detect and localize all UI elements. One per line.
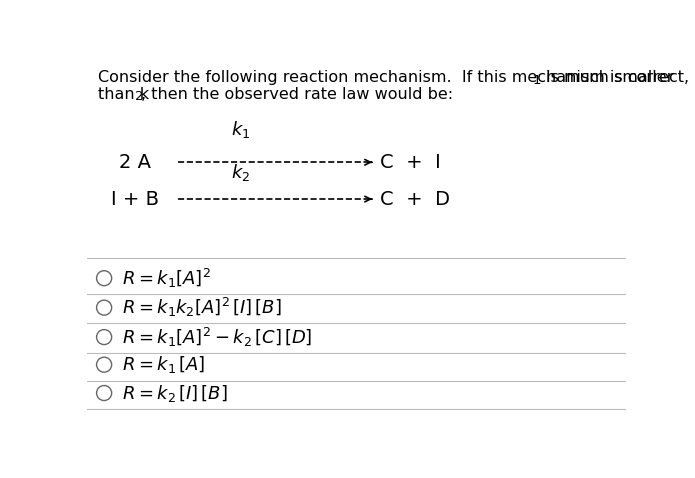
Text: C  +  D: C + D [380, 190, 450, 208]
Text: $R = k_1 \, [A]$: $R = k_1 \, [A]$ [122, 354, 205, 375]
Text: $R = k_1[A]^2 - k_2 \, [C] \, [D]$: $R = k_1[A]^2 - k_2 \, [C] \, [D]$ [122, 326, 312, 348]
Text: than k: than k [97, 87, 149, 102]
Text: is much smaller: is much smaller [541, 70, 673, 85]
Text: 1: 1 [533, 74, 541, 87]
Text: Consider the following reaction mechanism.  If this mechanism is correct, and k: Consider the following reaction mechanis… [97, 70, 695, 85]
Text: I + B: I + B [111, 190, 159, 208]
Text: 2 A: 2 A [120, 153, 152, 172]
Text: C  +  I: C + I [380, 153, 441, 172]
Text: $R = k_2 \, [I] \, [B]$: $R = k_2 \, [I] \, [B]$ [122, 382, 227, 403]
Text: 2: 2 [135, 90, 143, 103]
Text: $R = k_1[A]^2$: $R = k_1[A]^2$ [122, 267, 211, 290]
Text: $k_1$: $k_1$ [231, 119, 250, 140]
Text: , then the observed rate law would be:: , then the observed rate law would be: [140, 87, 453, 102]
Text: $k_2$: $k_2$ [231, 162, 250, 183]
Text: $R = k_1 k_2[A]^2 \, [I] \, [B]$: $R = k_1 k_2[A]^2 \, [I] \, [B]$ [122, 296, 281, 319]
